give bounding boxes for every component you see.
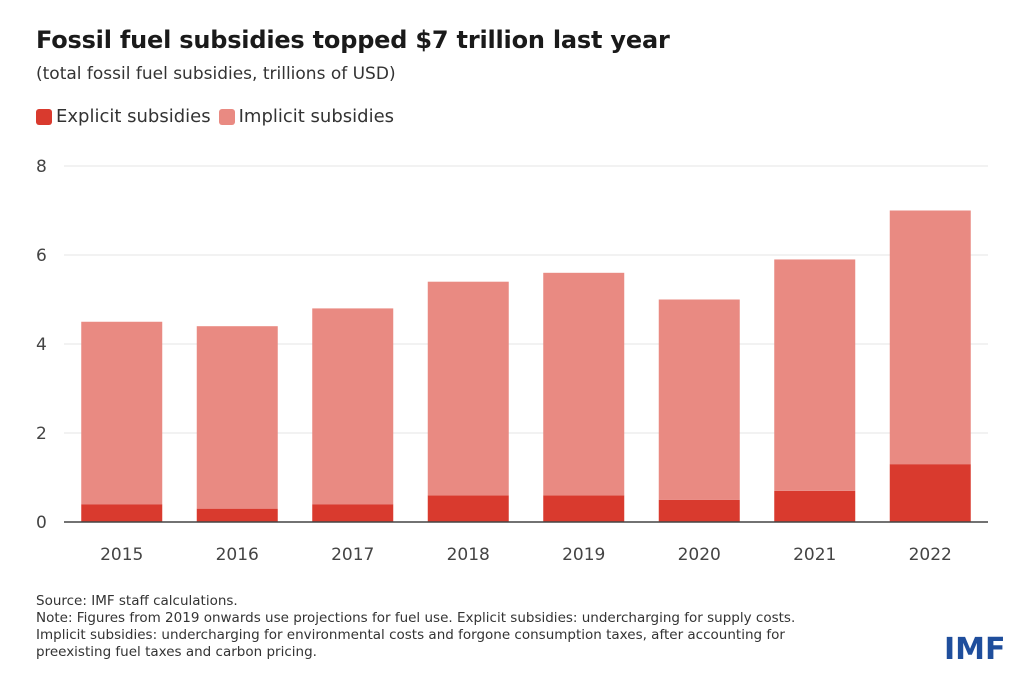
y-tick-label: 4 xyxy=(36,335,47,355)
bar-explicit-2021 xyxy=(774,490,856,522)
x-tick-label-2015: 2015 xyxy=(100,545,143,565)
x-tick-label-2018: 2018 xyxy=(447,545,490,565)
x-tick-label-2017: 2017 xyxy=(331,545,374,565)
note-line-3: preexisting fuel taxes and carbon pricin… xyxy=(36,644,317,660)
legend-label-implicit: Implicit subsidies xyxy=(238,106,395,127)
bar-explicit-2019 xyxy=(543,495,625,522)
y-tick-label: 2 xyxy=(36,424,47,444)
note-line-2: Implicit subsidies: undercharging for en… xyxy=(36,627,785,643)
bar-implicit-2018 xyxy=(427,281,509,496)
y-axis-ticks: 0 2 4 6 8 xyxy=(36,157,47,533)
imf-logo: IMF xyxy=(944,632,1006,667)
chart-legend: Explicit subsidies Implicit subsidies xyxy=(36,106,402,127)
legend-swatch-explicit xyxy=(36,108,52,125)
bar-implicit-2016 xyxy=(196,326,278,509)
bar-implicit-2022 xyxy=(889,210,971,465)
x-tick-label-2016: 2016 xyxy=(216,545,259,565)
y-tick-label: 6 xyxy=(36,246,47,266)
bars xyxy=(81,210,971,522)
bar-implicit-2019 xyxy=(543,272,625,496)
bar-explicit-2020 xyxy=(658,499,740,522)
legend-label-explicit: Explicit subsidies xyxy=(56,106,211,127)
note-line-1: Note: Figures from 2019 onwards use proj… xyxy=(36,610,796,626)
bar-implicit-2021 xyxy=(774,259,856,491)
x-axis-ticks: 2015 2016 2017 2018 2019 2020 2021 2022 xyxy=(100,545,952,565)
x-tick-label-2022: 2022 xyxy=(909,545,952,565)
legend-swatch-implicit xyxy=(218,108,235,125)
chart-notes: Source: IMF staff calculations. Note: Fi… xyxy=(36,593,936,661)
chart-title: Fossil fuel subsidies topped $7 trillion… xyxy=(36,26,670,54)
legend-item-implicit: Implicit subsidies xyxy=(218,106,395,127)
legend-item-explicit: Explicit subsidies xyxy=(36,106,211,127)
source-note: Source: IMF staff calculations. xyxy=(36,593,238,609)
bar-explicit-2016 xyxy=(196,508,278,522)
bar-explicit-2018 xyxy=(427,495,509,522)
y-tick-label: 8 xyxy=(36,157,47,177)
x-tick-label-2019: 2019 xyxy=(562,545,605,565)
y-tick-label: 0 xyxy=(36,513,47,533)
bar-explicit-2015 xyxy=(81,504,163,522)
bar-implicit-2017 xyxy=(312,308,394,505)
bar-implicit-2015 xyxy=(81,321,163,505)
chart-subtitle: (total fossil fuel subsidies, trillions … xyxy=(36,64,396,84)
x-tick-label-2021: 2021 xyxy=(793,545,836,565)
x-tick-label-2020: 2020 xyxy=(678,545,721,565)
bar-explicit-2022 xyxy=(889,464,971,522)
bar-explicit-2017 xyxy=(312,504,394,522)
bar-implicit-2020 xyxy=(658,299,740,500)
